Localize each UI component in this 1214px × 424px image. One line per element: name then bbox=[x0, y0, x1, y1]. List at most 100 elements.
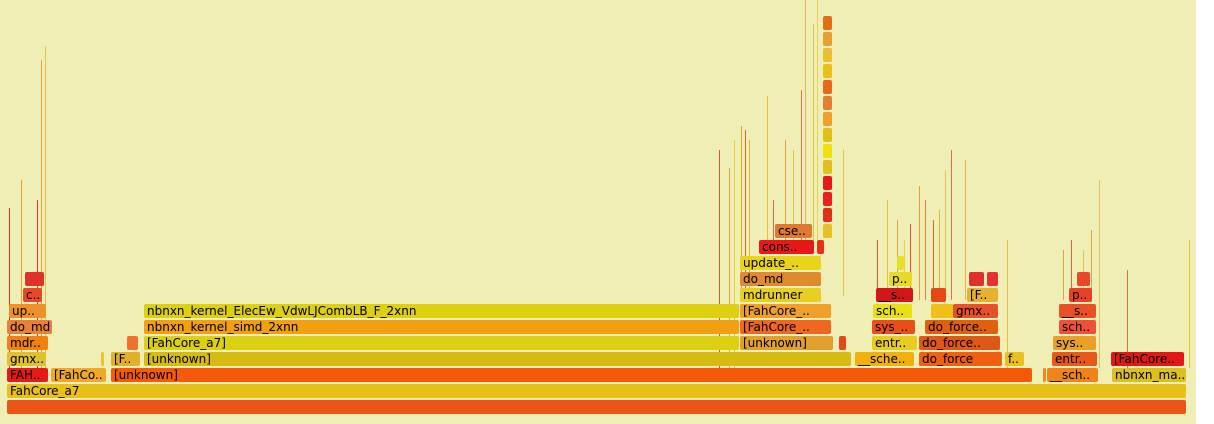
flame-sliver[interactable] bbox=[965, 160, 966, 300]
flame-sliver[interactable] bbox=[1189, 240, 1190, 368]
flame-frame[interactable]: [FahCore.. bbox=[1111, 352, 1184, 366]
flame-frame[interactable]: nbnxn_kernel_ElecEw_VdwLJCombLB_F_2xnn bbox=[144, 304, 739, 318]
flame-sliver[interactable] bbox=[773, 200, 774, 240]
flame-sliver[interactable] bbox=[877, 240, 878, 300]
flame-sliver[interactable] bbox=[1099, 180, 1100, 368]
flame-sliver[interactable] bbox=[919, 186, 920, 300]
flame-frame[interactable]: mdr.. bbox=[7, 336, 48, 350]
flame-frame[interactable]: entr.. bbox=[1052, 352, 1097, 366]
flame-sliver[interactable] bbox=[793, 150, 794, 240]
flame-sliver[interactable] bbox=[910, 224, 911, 296]
flame-frame[interactable]: p.. bbox=[889, 272, 912, 286]
flame-sliver[interactable] bbox=[41, 60, 42, 368]
flame-frame[interactable]: [unknown] bbox=[740, 336, 833, 350]
flame-frame[interactable]: [unknown] bbox=[144, 352, 851, 366]
flame-frame[interactable] bbox=[823, 192, 832, 206]
flame-frame[interactable]: sys.. bbox=[1053, 336, 1096, 350]
flame-frame[interactable] bbox=[817, 240, 824, 254]
flame-frame[interactable]: p.. bbox=[1069, 288, 1092, 302]
flame-frame[interactable]: do_force bbox=[919, 352, 1002, 366]
flame-sliver[interactable] bbox=[801, 90, 802, 240]
flame-frame[interactable] bbox=[127, 336, 138, 350]
flame-frame[interactable]: sys_.. bbox=[872, 320, 915, 334]
flame-frame[interactable]: [unknown] bbox=[111, 368, 1032, 382]
flame-frame[interactable] bbox=[823, 144, 832, 158]
flame-frame[interactable]: __sch.. bbox=[1047, 368, 1098, 382]
flame-sliver[interactable] bbox=[945, 170, 946, 300]
flame-frame[interactable]: [FahCore_.. bbox=[740, 304, 831, 318]
flame-frame[interactable] bbox=[823, 64, 832, 78]
flame-frame[interactable]: mdrunner bbox=[740, 288, 821, 302]
flame-frame[interactable]: __s.. bbox=[876, 288, 913, 302]
flame-frame[interactable] bbox=[823, 128, 832, 142]
flame-frame[interactable]: [F.. bbox=[111, 352, 140, 366]
flame-sliver[interactable] bbox=[785, 140, 786, 240]
flame-frame[interactable] bbox=[823, 80, 832, 94]
flame-frame[interactable]: cse.. bbox=[775, 224, 812, 238]
flame-frame[interactable] bbox=[823, 16, 832, 30]
flame-frame[interactable] bbox=[101, 352, 104, 366]
flame-frame[interactable] bbox=[7, 400, 1186, 414]
flame-sliver[interactable] bbox=[805, 0, 806, 240]
flame-sliver[interactable] bbox=[1127, 270, 1128, 368]
flame-frame[interactable]: __sche.. bbox=[855, 352, 914, 366]
flame-sliver[interactable] bbox=[741, 126, 742, 296]
flame-frame[interactable]: gmx.. bbox=[953, 304, 998, 318]
flame-sliver[interactable] bbox=[933, 220, 934, 300]
flame-frame[interactable]: FahCore_a7 bbox=[7, 384, 1186, 398]
flame-sliver[interactable] bbox=[9, 208, 10, 368]
flame-sliver[interactable] bbox=[1071, 240, 1072, 300]
flame-sliver[interactable] bbox=[749, 140, 750, 296]
flame-sliver[interactable] bbox=[939, 210, 940, 300]
flame-frame[interactable]: [FahCore_a7] bbox=[144, 336, 739, 350]
flame-frame[interactable] bbox=[987, 272, 998, 286]
flame-frame[interactable] bbox=[823, 176, 832, 190]
flame-frame[interactable] bbox=[823, 208, 832, 222]
flame-frame[interactable]: do_force.. bbox=[925, 320, 998, 334]
flame-frame[interactable] bbox=[897, 256, 904, 270]
flame-frame[interactable]: FAH.. bbox=[7, 368, 48, 382]
flame-sliver[interactable] bbox=[813, 24, 814, 240]
flame-frame[interactable]: c.. bbox=[23, 288, 42, 302]
flame-frame[interactable] bbox=[931, 304, 954, 318]
flame-frame[interactable]: up.. bbox=[9, 304, 46, 318]
flame-frame[interactable]: [F.. bbox=[967, 288, 998, 302]
flame-frame[interactable]: gmx.. bbox=[7, 352, 46, 366]
flame-frame[interactable] bbox=[931, 288, 946, 302]
flame-frame[interactable] bbox=[839, 336, 846, 350]
flame-frame[interactable]: entr.. bbox=[872, 336, 917, 350]
flame-frame[interactable] bbox=[823, 160, 832, 174]
flame-sliver[interactable] bbox=[767, 96, 768, 240]
flame-frame[interactable] bbox=[25, 272, 44, 286]
flame-sliver[interactable] bbox=[734, 140, 735, 368]
flame-frame[interactable] bbox=[1043, 368, 1046, 382]
flame-frame[interactable] bbox=[823, 224, 832, 238]
flame-frame[interactable]: do_md bbox=[740, 272, 821, 286]
flame-sliver[interactable] bbox=[904, 240, 905, 296]
flame-sliver[interactable] bbox=[1091, 230, 1092, 300]
flame-frame[interactable]: [FahCore_.. bbox=[740, 320, 831, 334]
flame-frame[interactable]: f.. bbox=[1005, 352, 1024, 366]
flame-sliver[interactable] bbox=[1007, 240, 1008, 368]
flame-frame[interactable]: [FahCo.. bbox=[51, 368, 106, 382]
flame-frame[interactable]: sch.. bbox=[873, 304, 912, 318]
flame-sliver[interactable] bbox=[745, 130, 746, 296]
flame-frame[interactable] bbox=[823, 112, 832, 126]
flame-sliver[interactable] bbox=[45, 46, 46, 368]
flame-sliver[interactable] bbox=[21, 180, 22, 368]
flame-sliver[interactable] bbox=[729, 168, 730, 368]
flame-frame[interactable] bbox=[1077, 272, 1090, 286]
flame-frame[interactable]: cons.. bbox=[759, 240, 814, 254]
flame-frame[interactable]: __s.. bbox=[1059, 304, 1096, 318]
flame-frame[interactable]: nbnxn_ma.. bbox=[1112, 368, 1186, 382]
flame-frame[interactable] bbox=[823, 32, 832, 46]
flame-sliver[interactable] bbox=[887, 200, 888, 300]
flame-sliver[interactable] bbox=[843, 150, 844, 296]
flame-sliver[interactable] bbox=[951, 150, 952, 300]
flame-frame[interactable] bbox=[969, 272, 984, 286]
flame-frame[interactable]: update_.. bbox=[740, 256, 821, 270]
flame-frame[interactable]: sch.. bbox=[1059, 320, 1096, 334]
flame-sliver[interactable] bbox=[925, 200, 926, 300]
flame-frame[interactable]: do_force.. bbox=[919, 336, 1000, 350]
flame-frame[interactable] bbox=[823, 96, 832, 110]
